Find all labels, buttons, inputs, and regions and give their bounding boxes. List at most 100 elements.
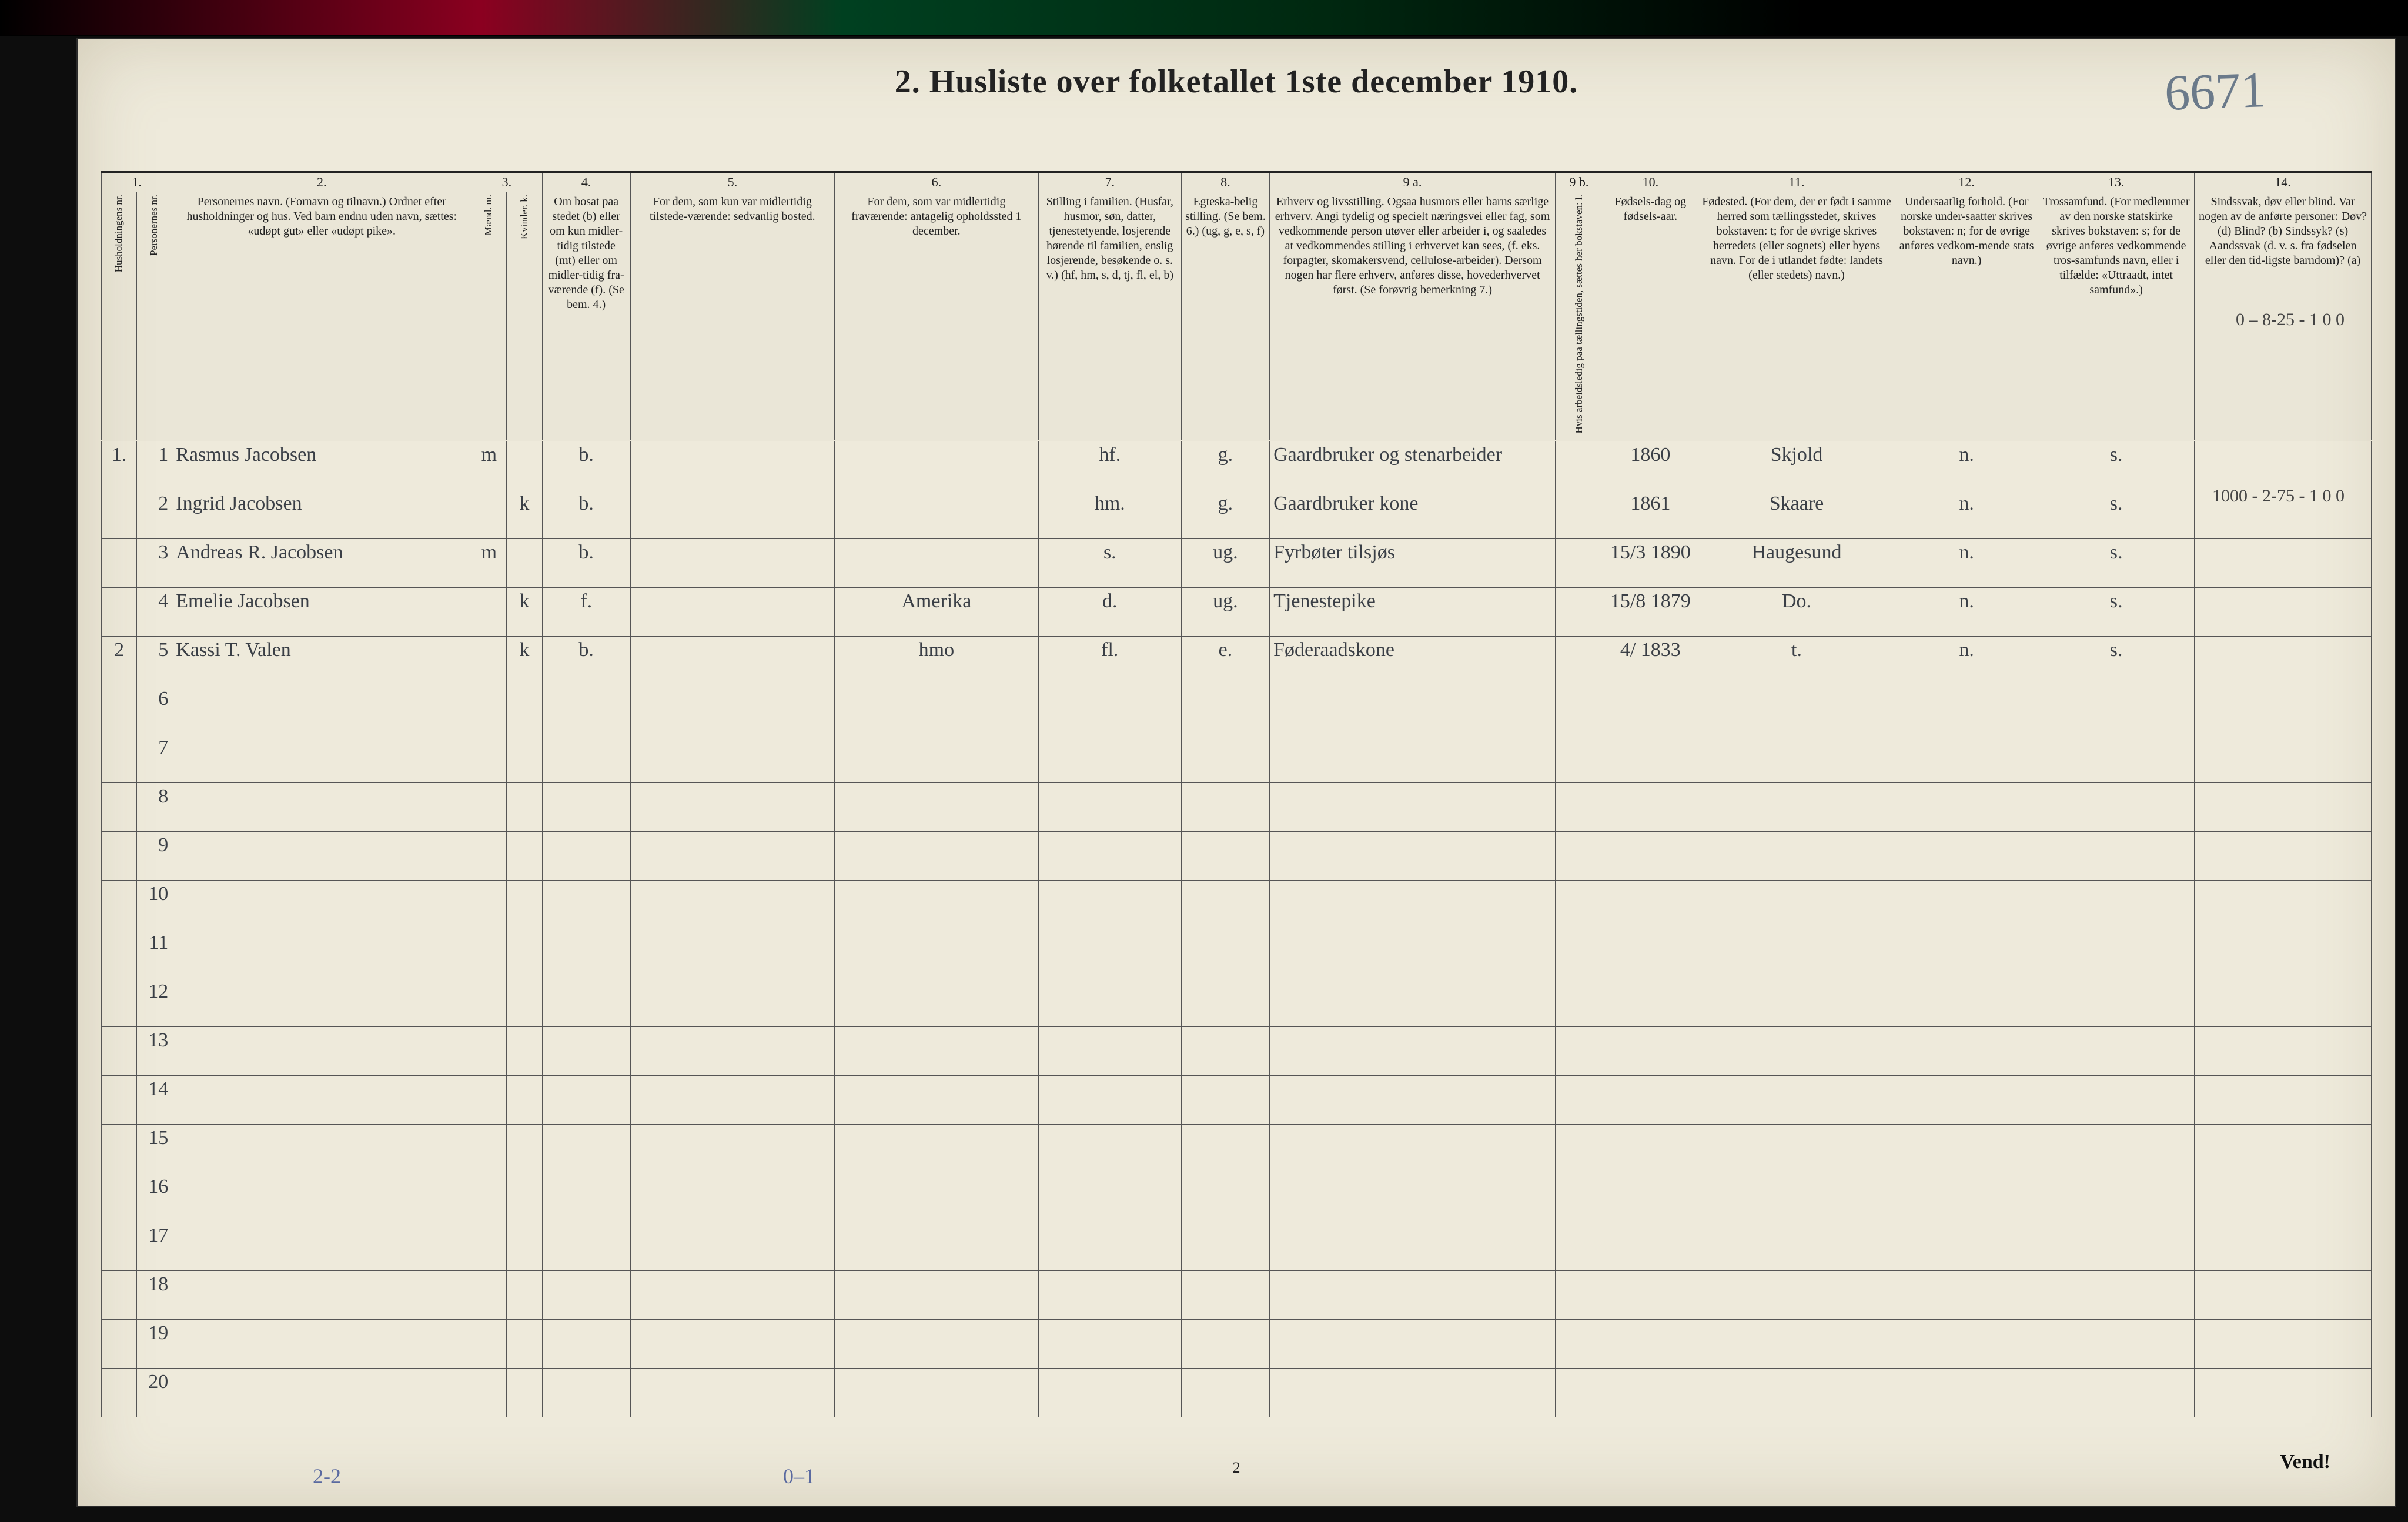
cell-empty xyxy=(2195,881,2372,929)
cell-empty xyxy=(1181,1222,1269,1271)
cell-empty xyxy=(542,1076,630,1125)
cell-marital: ug. xyxy=(1181,588,1269,637)
cell-empty xyxy=(630,1173,834,1222)
cell-empty xyxy=(1270,1271,1556,1320)
cell-empty xyxy=(1698,1271,1895,1320)
cell-person-no: 2 xyxy=(137,490,172,539)
cell-temp-absent xyxy=(834,490,1038,539)
cell-empty xyxy=(1895,685,2038,734)
head-sex-k: Kvinder. k. xyxy=(507,192,542,441)
cell-empty xyxy=(471,881,507,929)
cell-empty xyxy=(1270,929,1556,978)
margin-note-row1: 0 – 8-25 - 1 0 0 xyxy=(2236,310,2345,330)
census-body: 1.1Rasmus Jacobsenmb.hf.g.Gaardbruker og… xyxy=(102,441,2372,1417)
cell-empty xyxy=(172,1369,471,1417)
cell-empty xyxy=(172,1125,471,1173)
cell-person-no: 5 xyxy=(137,637,172,685)
cell-empty xyxy=(542,1320,630,1369)
cell-household-no xyxy=(102,783,137,832)
table-row: 11 xyxy=(102,929,2372,978)
cell-empty xyxy=(2195,1076,2372,1125)
colnum-4: 4. xyxy=(542,172,630,192)
cell-empty xyxy=(507,1222,542,1271)
cell-marital: ug. xyxy=(1181,539,1269,588)
cell-person-no: 12 xyxy=(137,978,172,1027)
cell-empty xyxy=(630,1271,834,1320)
cell-empty xyxy=(172,734,471,783)
table-row: 14 xyxy=(102,1076,2372,1125)
cell-empty xyxy=(834,1271,1038,1320)
cell-empty xyxy=(1270,1125,1556,1173)
cell-empty xyxy=(1181,783,1269,832)
cell-occupation: Fyrbøter tilsjøs xyxy=(1270,539,1556,588)
cell-empty xyxy=(630,881,834,929)
cell-empty xyxy=(1181,929,1269,978)
table-row: 6 xyxy=(102,685,2372,734)
table-row: 18 xyxy=(102,1271,2372,1320)
cell-empty xyxy=(1038,1173,1181,1222)
head-residence: Om bosat paa stedet (b) eller om kun mid… xyxy=(542,192,630,441)
cell-empty xyxy=(1895,1271,2038,1320)
cell-temp-present xyxy=(630,441,834,490)
cell-household-no xyxy=(102,978,137,1027)
cell-empty xyxy=(1181,1271,1269,1320)
cell-empty xyxy=(834,1173,1038,1222)
cell-empty xyxy=(2038,685,2195,734)
cell-empty xyxy=(1038,1076,1181,1125)
table-row: 1.1Rasmus Jacobsenmb.hf.g.Gaardbruker og… xyxy=(102,441,2372,490)
cell-empty xyxy=(1698,832,1895,881)
cell-empty xyxy=(1038,685,1181,734)
cell-empty xyxy=(172,1320,471,1369)
cell-empty xyxy=(1270,1076,1556,1125)
cell-temp-absent: Amerika xyxy=(834,588,1038,637)
cell-birth-date: 4/ 1833 xyxy=(1603,637,1698,685)
head-temp-present: For dem, som kun var midlertidig tilsted… xyxy=(630,192,834,441)
cell-temp-present xyxy=(630,490,834,539)
cell-empty xyxy=(1181,734,1269,783)
cell-empty xyxy=(1698,734,1895,783)
cell-empty xyxy=(1603,1320,1698,1369)
cell-birth-date: 15/8 1879 xyxy=(1603,588,1698,637)
cell-name: Ingrid Jacobsen xyxy=(172,490,471,539)
cell-empty xyxy=(1270,1173,1556,1222)
cell-empty xyxy=(542,685,630,734)
cell-empty xyxy=(2195,1027,2372,1076)
cell-empty xyxy=(2038,929,2195,978)
cell-empty xyxy=(471,1027,507,1076)
cell-empty xyxy=(630,734,834,783)
cell-household-no xyxy=(102,1027,137,1076)
printed-page-number: 2 xyxy=(1233,1459,1240,1477)
cell-empty xyxy=(542,1369,630,1417)
colnum-3: 3. xyxy=(471,172,542,192)
cell-empty xyxy=(1555,734,1603,783)
cell-empty xyxy=(1698,1125,1895,1173)
cell-empty xyxy=(1181,1027,1269,1076)
cell-empty xyxy=(834,1369,1038,1417)
cell-empty xyxy=(2038,881,2195,929)
page-area: 6671 2. Husliste over folketallet 1ste d… xyxy=(101,57,2372,1488)
table-row: 10 xyxy=(102,881,2372,929)
cell-empty xyxy=(507,1369,542,1417)
cell-empty xyxy=(834,832,1038,881)
cell-empty xyxy=(1270,1320,1556,1369)
cell-birth-date: 15/3 1890 xyxy=(1603,539,1698,588)
page-title: 2. Husliste over folketallet 1ste decemb… xyxy=(101,63,2372,101)
cell-empty xyxy=(507,1320,542,1369)
cell-disability xyxy=(2195,637,2372,685)
cell-empty xyxy=(1038,1027,1181,1076)
cell-empty xyxy=(1555,1320,1603,1369)
cell-empty xyxy=(1038,1222,1181,1271)
cell-empty xyxy=(172,685,471,734)
cell-birthplace: Skjold xyxy=(1698,441,1895,490)
cell-residence: b. xyxy=(542,637,630,685)
cell-empty xyxy=(1698,1027,1895,1076)
cell-household-no xyxy=(102,1369,137,1417)
colnum-1: 1. xyxy=(102,172,172,192)
cell-person-no: 10 xyxy=(137,881,172,929)
cell-empty xyxy=(1181,881,1269,929)
cell-empty xyxy=(1895,1222,2038,1271)
cell-empty xyxy=(1038,734,1181,783)
cell-empty xyxy=(630,783,834,832)
cell-residence: b. xyxy=(542,441,630,490)
cell-empty xyxy=(834,734,1038,783)
